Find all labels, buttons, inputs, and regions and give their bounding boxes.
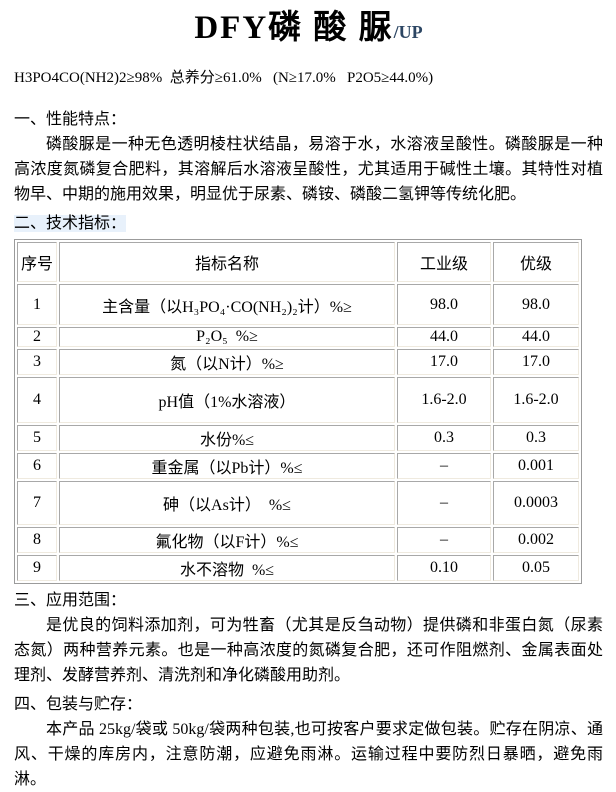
- indicator-name: 重金属（以Pb计）%≤: [59, 453, 395, 479]
- premium-grade-value: 0.002: [493, 527, 579, 553]
- indicator-name: 砷（以As计） %≤: [59, 481, 395, 525]
- premium-grade-value: 1.6-2.0: [493, 377, 579, 423]
- page-title: DFY磷 酸 脲/UP: [14, 6, 603, 54]
- table-row: 8 氟化物（以F计）%≤ –0.002: [17, 527, 579, 553]
- indicator-name: pH值（1%水溶液）: [59, 377, 395, 423]
- premium-grade-value: 44.0: [493, 327, 579, 347]
- chemical-specs-line: H3PO4CO(NH2)2≥98% 总养分≥61.0% (N≥17.0% P2O…: [14, 70, 434, 86]
- industrial-grade-value: –: [397, 453, 491, 479]
- table-row: 5 水份%≤ 0.3 0.3: [17, 425, 579, 451]
- indicator-name: 主含量（以H₃PO₄·CO(NH₂)₂计）%≥: [59, 284, 395, 325]
- section-heading-application: 三、应用范围：: [14, 592, 127, 609]
- premium-grade-value: 98.0: [493, 284, 579, 325]
- application-paragraph: 是优良的饲料添加剂，可为牲畜（尤其是反刍动物）提供磷和非蛋白氮（尿素态氮）两种营…: [14, 617, 603, 684]
- row-number: 9: [17, 555, 57, 581]
- header-industrial-grade: 工业级: [397, 242, 491, 282]
- page-title-suffix: /UP: [393, 22, 423, 42]
- indicator-name: P₂O₅ %≥: [59, 327, 395, 347]
- industrial-grade-value: 0.3: [397, 425, 491, 451]
- header-premium-grade: 优级: [493, 242, 579, 282]
- industrial-grade-value: 17.0: [397, 349, 491, 375]
- row-number: 8: [17, 527, 57, 553]
- section-heading-packaging: 四、包装与贮存：: [14, 696, 143, 713]
- table-row: 1 主含量（以H₃PO₄·CO(NH₂)₂计）%≥ 98.0 98.0: [17, 284, 579, 325]
- section-heading-performance: 一、性能特点：: [14, 111, 127, 128]
- premium-grade-value: 17.0: [493, 349, 579, 375]
- performance-paragraph: 磷酸脲是一种无色透明棱柱状结晶，易溶于水，水溶液呈酸性。磷酸脲是一种高浓度氮磷复…: [14, 136, 603, 203]
- header-indicator-name: 指标名称: [59, 242, 395, 282]
- row-number: 7: [17, 481, 57, 525]
- row-number: 2: [17, 327, 57, 347]
- industrial-grade-value: –: [397, 527, 491, 553]
- table-header-row: 序号 指标名称 工业级 优级: [17, 242, 579, 282]
- table-row: 6 重金属（以Pb计）%≤ –0.001: [17, 453, 579, 479]
- industrial-grade-value: 98.0: [397, 284, 491, 325]
- premium-grade-value: 0.3: [493, 425, 579, 451]
- technical-heading-text: 二、技术指标：: [14, 215, 127, 232]
- premium-grade-value: 0.05: [493, 555, 579, 581]
- table-row: 9 水不溶物 %≤ 0.10 0.05: [17, 555, 579, 581]
- indicator-name: 氮（以N计）%≥: [59, 349, 395, 375]
- row-number: 4: [17, 377, 57, 423]
- table-row: 7 砷（以As计） %≤ –0.0003: [17, 481, 579, 525]
- row-number: 5: [17, 425, 57, 451]
- industrial-grade-value: 44.0: [397, 327, 491, 347]
- premium-grade-value: 0.001: [493, 453, 579, 479]
- row-number: 1: [17, 284, 57, 325]
- table-row: 3 氮（以N计）%≥ 17.0 17.0: [17, 349, 579, 375]
- header-serial-number: 序号: [17, 242, 57, 282]
- indicator-name: 水不溶物 %≤: [59, 555, 395, 581]
- indicator-name: 水份%≤: [59, 425, 395, 451]
- indicator-name: 氟化物（以F计）%≤: [59, 527, 395, 553]
- industrial-grade-value: –: [397, 481, 491, 525]
- row-number: 3: [17, 349, 57, 375]
- table-row: 2 P₂O₅ %≥ 44.0 44.0: [17, 327, 579, 347]
- packaging-paragraph: 本产品 25kg/袋或 50kg/袋两种包装,也可按客户要求定做包装。贮存在阴凉…: [14, 721, 603, 788]
- industrial-grade-value: 1.6-2.0: [397, 377, 491, 423]
- page-title-main: DFY磷 酸 脲: [194, 10, 394, 46]
- section-heading-technical: 二、技术指标：: [14, 211, 603, 236]
- technical-indicators-table: 序号 指标名称 工业级 优级 1 主含量（以H₃PO₄·CO(NH₂)₂计）%≥ 9…: [14, 239, 582, 584]
- table-row: 4 pH值（1%水溶液） 1.6-2.0 1.6-2.0: [17, 377, 579, 423]
- industrial-grade-value: 0.10: [397, 555, 491, 581]
- row-number: 6: [17, 453, 57, 479]
- premium-grade-value: 0.0003: [493, 481, 579, 525]
